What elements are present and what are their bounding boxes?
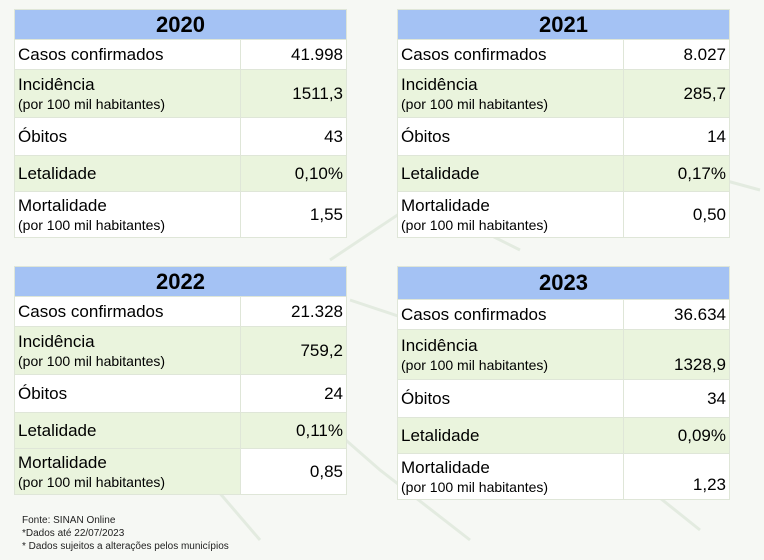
value-letalidade: 0,09% bbox=[623, 417, 730, 454]
label-obitos: Óbitos bbox=[14, 374, 241, 413]
value-obitos: 14 bbox=[623, 117, 730, 156]
mortalidade-title: Mortalidade bbox=[401, 196, 490, 215]
label-letalidade: Letalidade bbox=[14, 155, 241, 192]
incidencia-title: Incidência bbox=[18, 332, 95, 351]
value-mortalidade: 1,55 bbox=[240, 191, 347, 238]
value-letalidade: 0,11% bbox=[240, 412, 347, 449]
year-header: 2022 bbox=[14, 266, 347, 297]
value-incidencia: 1328,9 bbox=[623, 329, 730, 380]
label-incidencia: Incidência (por 100 mil habitantes) bbox=[14, 69, 241, 118]
label-incidencia: Incidência (por 100 mil habitantes) bbox=[14, 326, 241, 375]
value-casos: 8.027 bbox=[623, 39, 730, 70]
value-incidencia: 285,7 bbox=[623, 69, 730, 118]
incidencia-title: Incidência bbox=[18, 75, 95, 94]
value-mortalidade: 0,50 bbox=[623, 191, 730, 238]
year-header: 2020 bbox=[14, 9, 347, 40]
value-mortalidade: 1,23 bbox=[623, 453, 730, 500]
label-casos: Casos confirmados bbox=[397, 299, 624, 330]
value-obitos: 43 bbox=[240, 117, 347, 156]
label-incidencia: Incidência (por 100 mil habitantes) bbox=[397, 69, 624, 118]
mortalidade-unit: (por 100 mil habitantes) bbox=[401, 217, 549, 233]
change-note: * Dados sujeitos a alterações pelos muni… bbox=[22, 541, 229, 552]
label-mortalidade: Mortalidade (por 100 mil habitantes) bbox=[397, 453, 624, 500]
year-header: 2023 bbox=[397, 266, 730, 300]
date-note: *Dados até 22/07/2023 bbox=[22, 528, 125, 539]
value-casos: 41.998 bbox=[240, 39, 347, 70]
label-mortalidade: Mortalidade (por 100 mil habitantes) bbox=[14, 448, 241, 495]
value-casos: 21.328 bbox=[240, 296, 347, 327]
footer-notes: Fonte: SINAN Online *Dados até 22/07/202… bbox=[22, 514, 229, 553]
incidencia-unit: (por 100 mil habitantes) bbox=[401, 96, 549, 112]
mortalidade-unit: (por 100 mil habitantes) bbox=[18, 217, 166, 233]
value-mortalidade: 0,85 bbox=[240, 448, 347, 495]
value-letalidade: 0,17% bbox=[623, 155, 730, 192]
label-casos: Casos confirmados bbox=[14, 296, 241, 327]
value-incidencia: 759,2 bbox=[240, 326, 347, 375]
incidencia-unit: (por 100 mil habitantes) bbox=[18, 353, 166, 369]
label-letalidade: Letalidade bbox=[397, 155, 624, 192]
label-mortalidade: Mortalidade (por 100 mil habitantes) bbox=[14, 191, 241, 238]
incidencia-unit: (por 100 mil habitantes) bbox=[401, 357, 549, 373]
label-incidencia: Incidência (por 100 mil habitantes) bbox=[397, 329, 624, 380]
incidencia-title: Incidência bbox=[401, 336, 478, 355]
value-obitos: 24 bbox=[240, 374, 347, 413]
value-obitos: 34 bbox=[623, 379, 730, 418]
mortalidade-title: Mortalidade bbox=[18, 453, 107, 472]
mortalidade-title: Mortalidade bbox=[401, 458, 490, 477]
table-2022: 2022 Casos confirmados 21.328 Incidência (… bbox=[14, 266, 347, 495]
label-obitos: Óbitos bbox=[14, 117, 241, 156]
mortalidade-unit: (por 100 mil habitantes) bbox=[18, 474, 166, 490]
value-letalidade: 0,10% bbox=[240, 155, 347, 192]
incidencia-unit: (por 100 mil habitantes) bbox=[18, 96, 166, 112]
label-letalidade: Letalidade bbox=[14, 412, 241, 449]
mortalidade-title: Mortalidade bbox=[18, 196, 107, 215]
mortalidade-unit: (por 100 mil habitantes) bbox=[401, 479, 549, 495]
label-mortalidade: Mortalidade (por 100 mil habitantes) bbox=[397, 191, 624, 238]
table-2021: 2021 Casos confirmados 8.027 Incidência (p… bbox=[397, 9, 730, 238]
incidencia-title: Incidência bbox=[401, 75, 478, 94]
label-casos: Casos confirmados bbox=[397, 39, 624, 70]
label-casos: Casos confirmados bbox=[14, 39, 241, 70]
source-note: Fonte: SINAN Online bbox=[22, 515, 116, 526]
label-obitos: Óbitos bbox=[397, 117, 624, 156]
value-casos: 36.634 bbox=[623, 299, 730, 330]
year-header: 2021 bbox=[397, 9, 730, 40]
table-2023: 2023 Casos confirmados 36.634 Incidência (… bbox=[397, 266, 730, 500]
table-2020: 2020 Casos confirmados 41.998 Incidência (… bbox=[14, 9, 347, 238]
label-obitos: Óbitos bbox=[397, 379, 624, 418]
label-letalidade: Letalidade bbox=[397, 417, 624, 454]
value-incidencia: 1511,3 bbox=[240, 69, 347, 118]
